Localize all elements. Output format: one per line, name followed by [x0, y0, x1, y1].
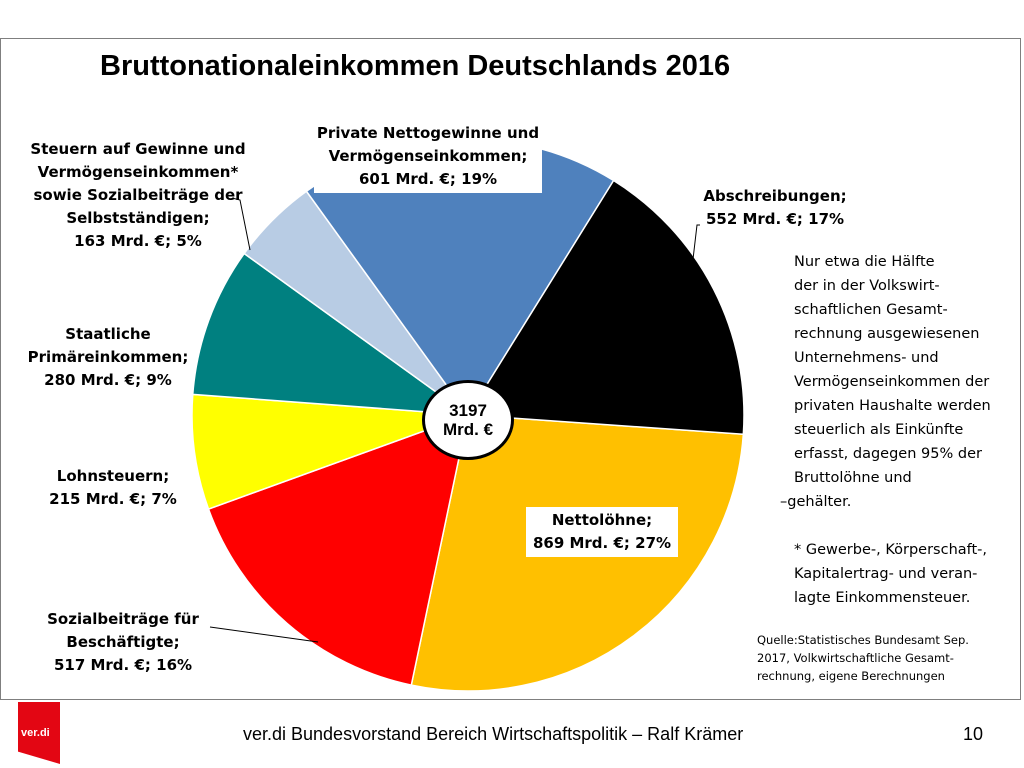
explanation-note: Nur etwa die Hälfte der in der Volkswirt…: [780, 250, 991, 514]
slide-frame: [0, 38, 1021, 700]
source-line: Quelle:Statistisches Bundesamt Sep.: [757, 633, 969, 647]
center-total-badge: 3197 Mrd. €: [422, 380, 514, 460]
slice-label-staatlich: Staatliche Primäreinkommen; 280 Mrd. €; …: [18, 323, 198, 392]
slice-label-line: 163 Mrd. €; 5%: [74, 232, 202, 250]
slice-label-line: Selbstständigen;: [66, 209, 210, 227]
slice-label-line: 869 Mrd. €; 27%: [532, 534, 672, 552]
slice-label-line: 552 Mrd. €; 17%: [705, 210, 845, 228]
note-line: Bruttolöhne und: [794, 470, 912, 486]
slice-label-abschreibungen: Abschreibungen; 552 Mrd. €; 17%: [700, 185, 850, 231]
source-note: Quelle:Statistisches Bundesamt Sep. 2017…: [757, 631, 969, 685]
slice-label-line: Steuern auf Gewinne und: [30, 140, 246, 158]
leader-line-abschreibungen: [689, 224, 700, 286]
footnote-line: * Gewerbe-, Körperschaft-,: [794, 542, 988, 558]
source-line: 2017, Volkwirtschaftliche Gesamt-: [757, 651, 954, 665]
footnote-line: lagte Einkommensteuer.: [794, 590, 971, 606]
pie-slice-sozial: [207, 413, 470, 687]
pie-slice-staatlich: [191, 252, 471, 416]
source-line: rechnung, eigene Berechnungen: [757, 669, 945, 683]
slice-label-line: Staatliche: [65, 325, 151, 343]
slice-label-lohnsteuer: Lohnsteuern; 215 Mrd. €; 7%: [38, 465, 188, 511]
footnote-line: Kapitalertrag- und veran-: [794, 566, 978, 582]
pie-slice-abschreibungen: [466, 179, 745, 436]
footer-text: ver.di Bundesvorstand Bereich Wirtschaft…: [243, 724, 744, 744]
slice-label-line: 280 Mrd. €; 9%: [44, 371, 172, 389]
note-line: Unternehmens- und: [794, 350, 939, 366]
note-line: Nur etwa die Hälfte: [794, 254, 935, 270]
note-line: der in der Volkswirt-: [794, 278, 940, 294]
slice-label-line: 517 Mrd. €; 16%: [53, 656, 193, 674]
total-unit: Mrd. €: [442, 420, 494, 439]
leader-line-steuern: [231, 197, 251, 251]
slice-label-line: sowie Sozialbeiträge der: [33, 186, 243, 204]
note-line: Vermögenseinkommen der: [794, 374, 990, 390]
slice-label-line: Sozialbeiträge für: [47, 610, 199, 628]
note-line: steuerlich als Einkünfte: [794, 422, 964, 438]
slice-label-sozial: Sozialbeiträge für Beschäftigte; 517 Mrd…: [38, 608, 208, 677]
pie-slice-lohnsteuer: [191, 393, 469, 511]
note-line: rechnung ausgewiesenen: [794, 326, 980, 342]
slice-label-line: Abschreibungen;: [703, 187, 847, 205]
slice-label-line: Lohnsteuern;: [56, 467, 170, 485]
slice-label-line: Vermögenseinkommen;: [328, 147, 528, 165]
logo-text: ver.di: [21, 727, 50, 739]
note-line: erfasst, dagegen 95% der: [794, 446, 982, 462]
slice-label-line: 215 Mrd. €; 7%: [49, 490, 177, 508]
slice-label-line: Nettolöhne;: [551, 511, 653, 529]
footnote: * Gewerbe-, Körperschaft-, Kapitalertrag…: [794, 538, 987, 610]
total-value: 3197: [449, 401, 487, 420]
slice-label-line: Beschäftigte;: [66, 633, 180, 651]
note-line: schaftlichen Gesamt-: [794, 302, 948, 318]
chart-title: Bruttonationaleinkommen Deutschlands 201…: [100, 50, 731, 82]
slice-label-line: Vermögenseinkommen*: [37, 163, 239, 181]
slice-label-line: Private Nettogewinne und: [316, 124, 540, 142]
page-number: 10: [963, 724, 984, 744]
slice-label-steuern: Steuern auf Gewinne und Vermögenseinkomm…: [18, 138, 258, 253]
slice-label-line: Primäreinkommen;: [27, 348, 189, 366]
slice-label-line: 601 Mrd. €; 19%: [358, 170, 498, 188]
slice-label-private: Private Nettogewinne und Vermögenseinkom…: [314, 120, 542, 193]
note-line: –gehälter.: [780, 494, 852, 510]
slice-label-nettoloehne: Nettolöhne; 869 Mrd. €; 27%: [526, 507, 678, 557]
leader-line-sozial: [209, 626, 319, 643]
note-line: privaten Haushalte werden: [794, 398, 991, 414]
